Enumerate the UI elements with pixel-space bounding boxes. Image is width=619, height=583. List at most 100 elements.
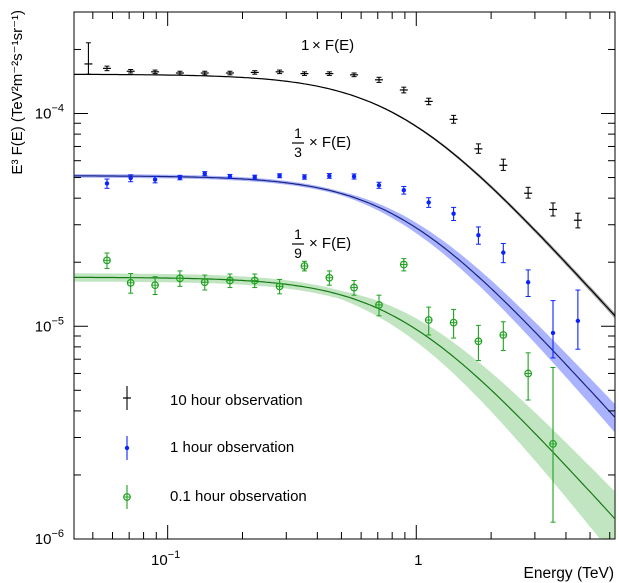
data-point [104,178,110,189]
data-point [524,186,533,199]
data-point [152,175,158,184]
annotation-3-text: × F(E) [309,235,351,252]
legend-label-10h: 10 hour observation [170,392,303,409]
data-point [451,206,457,222]
model-curve [74,175,615,418]
marker [327,173,332,179]
data-point [275,69,284,75]
data-point [350,72,359,78]
data-point [225,70,234,76]
data-point [550,300,556,359]
marker [376,183,382,188]
legend-marker [124,436,130,460]
data-point [401,185,407,195]
model-curves [74,73,615,520]
data-point [250,273,259,289]
model-band [74,273,615,539]
data-point [499,158,508,171]
data-point [350,280,358,296]
data-point [325,270,334,286]
marker [501,250,506,255]
data-point [475,226,481,245]
model-band [74,174,615,433]
data-point [200,70,209,76]
data-point [176,270,184,287]
model-curve [74,276,615,520]
data-point [375,294,383,317]
data-point [374,76,383,83]
annotation-1-text: × F(E) [312,37,354,54]
marker [124,445,130,451]
marker [476,232,481,238]
marker [252,174,257,180]
annotation-1-prefix: 1 [301,37,309,54]
data-point [202,171,208,177]
marker [104,181,110,186]
marker [277,173,282,178]
data-point [499,321,508,351]
data-point [177,174,183,181]
annotation-scale-ninth: 1 9 × F(E) [292,226,351,261]
marker [227,174,233,179]
plot-frame [73,11,616,540]
data-point [128,174,134,183]
marker [351,174,357,179]
marker [152,177,158,182]
data-point [84,42,93,75]
marker [177,175,183,180]
y-tick-label: 10−4 [35,103,64,123]
annotation-2-numerator: 1 [294,125,302,141]
data-point [300,260,309,272]
marker [128,175,133,181]
marker [202,171,207,176]
data-point [449,308,458,339]
legend: 10 hour observation 1 hour observation 0… [123,386,307,509]
data-point [449,114,458,124]
marker [550,330,556,336]
annotation-3-numerator: 1 [294,226,302,242]
y-tick-label: 10−6 [35,528,64,548]
data-point [424,306,433,336]
annotation-scale-1: 1 × F(E) [301,37,354,54]
x-tick-label: 1 [414,552,422,569]
data-point [424,97,433,106]
y-tick-label: 10−5 [35,315,64,335]
legend-marker [123,386,131,410]
data-point [252,174,258,180]
legend-label-1h: 1 hour observation [170,439,294,456]
data-point [326,173,332,179]
data-point [573,212,582,229]
legend-markers [123,386,131,509]
data-point [151,69,160,75]
data-point [103,252,111,269]
marker [575,318,581,324]
data-point [376,181,382,189]
data-point [275,278,284,295]
data-point [226,273,234,289]
y-axis-title: E³ F(E) (TeV²m⁻²s⁻¹sr⁻¹) [9,10,26,175]
data-point [524,352,533,401]
legend-label-0.1h: 0.1 hour observation [170,488,307,505]
data-point [525,269,531,297]
data-point [426,197,432,208]
data-point [549,366,557,523]
data-point [200,274,209,291]
x-tick-label: 10−1 [151,549,180,569]
marker [525,280,531,285]
data-point [549,202,558,217]
data-point [300,71,309,76]
data-point [175,70,184,76]
data-point [399,258,408,272]
data-point [151,276,159,296]
marker [401,188,407,193]
data-point [575,289,581,350]
data-point [227,173,233,179]
marker [426,200,431,205]
data-point [277,173,283,179]
data-point [474,324,483,362]
data-point [102,65,111,72]
data-point [500,242,506,264]
marker [302,174,307,180]
data-point [301,174,307,180]
